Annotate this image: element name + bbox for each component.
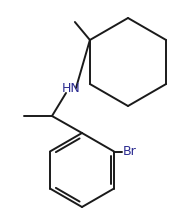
Text: HN: HN: [62, 81, 81, 95]
Text: Br: Br: [123, 145, 137, 158]
